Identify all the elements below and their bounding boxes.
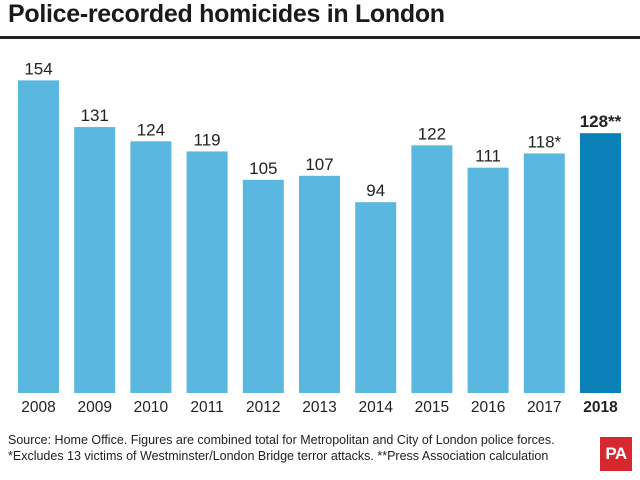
- category-label-2017: 2017: [527, 399, 561, 416]
- source-note: Source: Home Office. Figures are combine…: [8, 433, 555, 447]
- bar-2016: [467, 167, 509, 393]
- bar-2010: [130, 141, 172, 393]
- bar-2018: [580, 133, 621, 393]
- category-label-2008: 2008: [21, 399, 55, 416]
- footer: Source: Home Office. Figures are combine…: [8, 432, 578, 464]
- value-label-2015: 122: [418, 124, 446, 143]
- value-label-2010: 124: [137, 120, 165, 139]
- bar-2012: [242, 179, 284, 393]
- bar-chart: 154 2008 131 2009 124 2010 119 2011 105 2012 107 20…: [18, 59, 622, 416]
- category-label-2012: 2012: [246, 399, 280, 416]
- bar-2015: [411, 145, 453, 393]
- value-label-2008: 154: [24, 59, 52, 78]
- value-label-2012: 105: [249, 159, 277, 178]
- bar-2014: [355, 202, 397, 393]
- bar-2013: [299, 175, 340, 393]
- bar-2017: [523, 153, 565, 393]
- category-label-2016: 2016: [471, 399, 505, 416]
- category-label-2018: 2018: [583, 399, 618, 416]
- pa-logo: PA: [600, 437, 632, 471]
- value-label-2013: 107: [305, 155, 333, 174]
- bar-2008: [18, 80, 59, 393]
- category-label-2013: 2013: [302, 399, 336, 416]
- category-label-2011: 2011: [190, 399, 223, 416]
- footnote: *Excludes 13 victims of Westminster/Lond…: [8, 449, 549, 463]
- bar-2011: [186, 151, 228, 393]
- bar-2009: [74, 127, 116, 393]
- category-label-2015: 2015: [415, 399, 449, 416]
- category-label-2009: 2009: [77, 399, 111, 416]
- value-label-2016: 111: [475, 147, 501, 166]
- value-label-2011: 119: [194, 130, 221, 149]
- category-label-2014: 2014: [358, 399, 393, 416]
- value-label-2009: 131: [81, 106, 109, 125]
- category-label-2010: 2010: [134, 399, 169, 416]
- chart-title: Police-recorded homicides in London: [8, 0, 445, 28]
- value-label-2014: 94: [366, 181, 385, 200]
- value-label-2017: 118*: [527, 132, 561, 151]
- title-rule: [0, 36, 640, 39]
- value-label-2018: 128**: [580, 112, 622, 131]
